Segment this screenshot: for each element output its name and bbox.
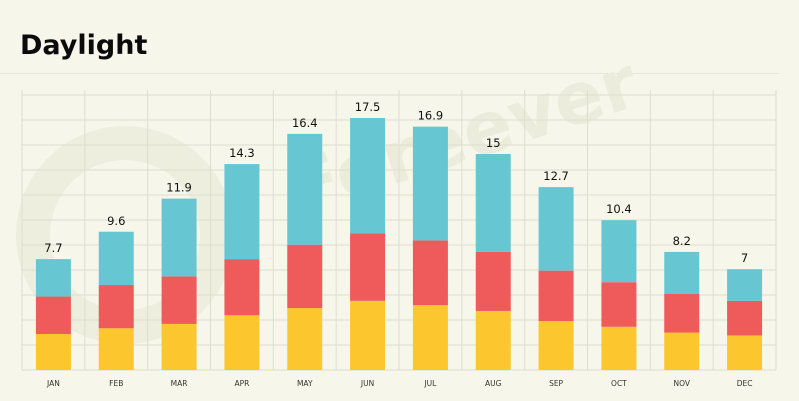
bar-segment-bottom <box>161 323 197 370</box>
bar-stack-aug <box>475 154 511 370</box>
total-label: 14.3 <box>229 146 255 160</box>
x-tick-label: JUN <box>360 379 374 388</box>
bar-stack-feb <box>98 231 134 370</box>
bar-segment-bottom <box>412 305 448 370</box>
bar-stack-dec <box>727 269 763 370</box>
x-tick-label: JAN <box>46 379 60 388</box>
x-tick-label: NOV <box>673 379 690 388</box>
total-label: 9.6 <box>107 214 125 228</box>
bar-stack-apr <box>224 164 260 370</box>
bar-segment-bottom <box>664 332 700 370</box>
bar-segment-top <box>538 187 574 271</box>
bar-segment-top <box>727 269 763 301</box>
x-tick-label: FEB <box>109 379 123 388</box>
bar-segment-top <box>161 198 197 277</box>
bar-segment-middle <box>727 300 763 336</box>
total-label: 8.2 <box>673 234 691 248</box>
bar-segment-middle <box>538 270 574 322</box>
bar-segment-top <box>35 259 71 297</box>
total-label: 15 <box>486 136 501 150</box>
bar-segment-top <box>224 164 260 260</box>
bar-segment-top <box>287 133 323 245</box>
x-tick-label: AUG <box>485 379 502 388</box>
bar-segment-middle <box>475 251 511 311</box>
bar-segment-top <box>475 154 511 252</box>
bar-segment-bottom <box>287 308 323 370</box>
x-tick-label: OCT <box>611 379 627 388</box>
bar-segment-bottom <box>727 335 763 370</box>
bar-segment-middle <box>224 259 260 316</box>
bar-segment-bottom <box>35 334 71 370</box>
total-label: 10.4 <box>606 202 632 216</box>
total-label: 17.5 <box>355 100 381 114</box>
total-label: 11.9 <box>166 181 192 195</box>
bar-segment-bottom <box>350 300 386 370</box>
bar-stack-may <box>287 133 323 370</box>
bar-segment-bottom <box>224 315 260 370</box>
total-label: 7 <box>741 251 748 265</box>
bar-segment-middle <box>98 285 134 329</box>
bar-segment-middle <box>412 240 448 306</box>
bar-segment-top <box>664 251 700 294</box>
bar-stack-oct <box>601 220 637 370</box>
bar-segment-middle <box>601 282 637 327</box>
total-label: 7.7 <box>44 241 62 255</box>
bar-stack-jun <box>350 118 386 370</box>
bar-stack-jan <box>35 259 71 370</box>
x-tick-label: JUL <box>423 379 437 388</box>
bar-segment-top <box>98 231 134 286</box>
bar-segment-bottom <box>538 321 574 370</box>
bar-stack-nov <box>664 251 700 370</box>
x-tick-label: DEC <box>737 379 753 388</box>
x-tick-label: MAR <box>171 379 188 388</box>
total-label: 12.7 <box>543 169 569 183</box>
bar-segment-top <box>350 118 386 234</box>
bar-stack-sep <box>538 187 574 370</box>
total-label: 16.9 <box>418 109 444 123</box>
chart-title: Daylight <box>20 30 148 61</box>
bar-segment-bottom <box>601 326 637 370</box>
bar-stack-jul <box>412 126 448 370</box>
bar-segment-bottom <box>475 310 511 370</box>
x-tick-label: APR <box>234 379 249 388</box>
bar-segment-middle <box>35 296 71 334</box>
bar-segment-top <box>412 126 448 241</box>
bar-segment-bottom <box>98 328 134 370</box>
grid <box>21 90 777 371</box>
title-divider <box>0 73 779 74</box>
bar-segment-middle <box>287 244 323 309</box>
bar-segment-middle <box>350 233 386 301</box>
x-tick-label: MAY <box>297 379 313 388</box>
total-label: 16.4 <box>292 116 318 130</box>
bar-stack-mar <box>161 198 197 370</box>
bar-segment-middle <box>664 293 700 333</box>
bar-segment-middle <box>161 276 197 324</box>
bar-segment-top <box>601 220 637 283</box>
x-tick-label: SEP <box>549 379 563 388</box>
